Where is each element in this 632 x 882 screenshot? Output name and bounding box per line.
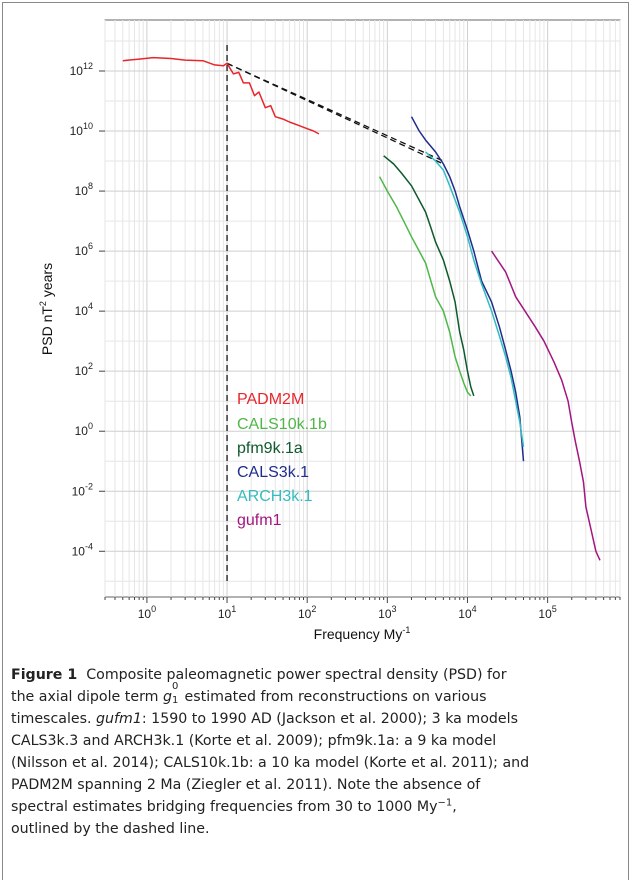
legend-label-cals10k1b: CALS10k.1b <box>237 416 327 433</box>
grid-lines <box>104 20 621 597</box>
y-axis-ticks: 10-4 10-2 100 102 104 106 108 1010 1012 <box>70 61 105 558</box>
series-line-arch3k1 <box>425 151 525 448</box>
x-tick-label: 105 <box>538 604 556 621</box>
caption-line-4: CALS3k.3 and ARCH3k.1 (Korte et al. 2009… <box>11 733 497 749</box>
x-tick-label: 102 <box>298 604 316 621</box>
caption-line-3: timescales. gufm1: 1590 to 1990 AD (Jack… <box>11 711 518 727</box>
x-tick-label: 104 <box>458 604 476 621</box>
x-tick-label: 100 <box>138 604 156 621</box>
series-line-padm2m <box>122 56 320 135</box>
y-tick-label: 102 <box>75 361 93 378</box>
caption-line-1: Figure 1 Composite paleomagnetic power s… <box>11 667 507 683</box>
caption-line-5: (Nilsson et al. 2014); CALS10k.1b: a 10 … <box>11 755 530 771</box>
legend-label-arch3k1: ARCH3k.1 <box>237 488 313 505</box>
y-tick-label: 1010 <box>70 121 93 138</box>
y-tick-label: 108 <box>75 181 93 198</box>
y-tick-label: 10-4 <box>72 541 93 558</box>
series-line-pfm9k1a <box>383 155 475 397</box>
series-line-cals10k1b <box>378 176 472 397</box>
x-axis-ticks: 100 101 102 103 104 105 <box>104 597 621 621</box>
figure-caption: Figure 1 Composite paleomagnetic power s… <box>11 664 619 840</box>
plot-area <box>104 19 621 598</box>
caption-line-8: outlined by the dashed line. <box>11 821 210 837</box>
caption-line-6: PADM2M spanning 2 Ma (Ziegler et al. 201… <box>11 777 481 793</box>
x-axis-title: Frequency My-1 <box>314 625 411 642</box>
y-tick-label: 104 <box>75 301 93 318</box>
legend-label-cals3k1: CALS3k.1 <box>237 464 309 481</box>
x-tick-label: 101 <box>218 604 236 621</box>
legend-label-pfm9k1a: pfm9k.1a <box>237 440 303 457</box>
series-line-cals3k1 <box>410 116 525 462</box>
figure-label: Figure 1 <box>11 667 78 683</box>
x-tick-label: 103 <box>378 604 396 621</box>
y-tick-label: 1012 <box>70 61 93 78</box>
y-tick-label: 10-2 <box>72 481 93 498</box>
legend: PADM2M CALS10k.1b pfm9k.1a CALS3k.1 ARCH… <box>237 391 327 529</box>
series-lines <box>122 56 601 561</box>
legend-label-gufm1: gufm1 <box>237 512 282 529</box>
y-tick-label: 106 <box>75 241 93 258</box>
y-axis-title: PSD nT2 years <box>38 263 55 355</box>
legend-label-padm2m: PADM2M <box>237 391 304 408</box>
y-tick-label: 100 <box>75 421 93 438</box>
caption-line-7: spectral estimates bridging frequencies … <box>11 797 457 815</box>
series-line-gufm1 <box>490 250 601 561</box>
